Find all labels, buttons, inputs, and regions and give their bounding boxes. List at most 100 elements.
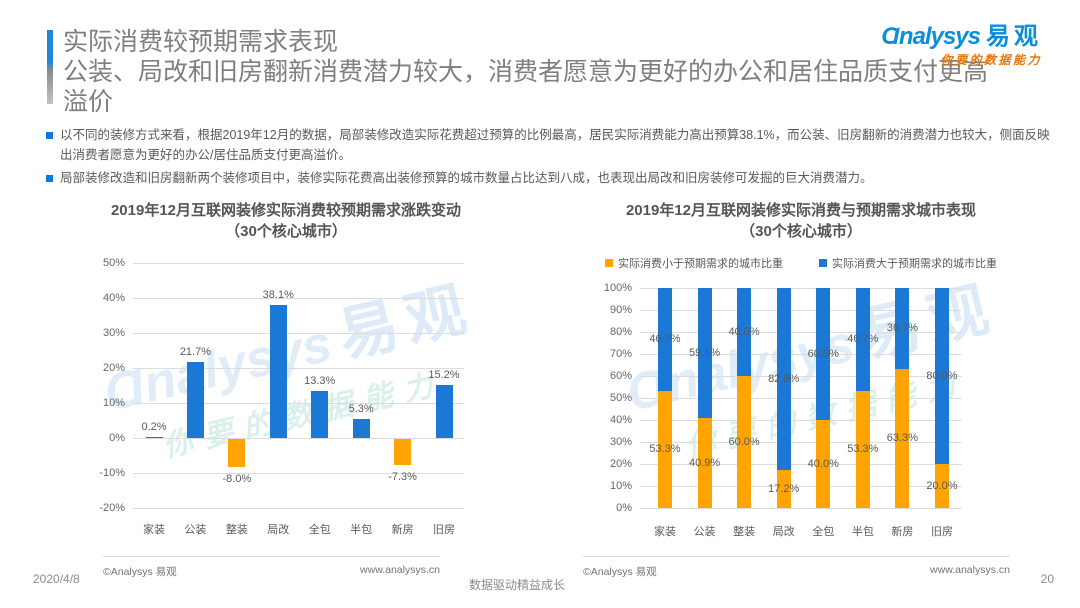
y-axis-tick: 20%: [102, 362, 125, 374]
bullet-square-icon: [46, 132, 53, 139]
gridline: [640, 376, 962, 377]
gridline: [640, 486, 962, 487]
bar-整装: [228, 439, 246, 467]
gridline: [640, 310, 962, 311]
y-axis-tick: 0%: [109, 432, 125, 444]
legend: 实际消费小于预期需求的城市比重 实际消费大于预期需求的城市比重: [585, 255, 1017, 271]
x-axis-label: 公装: [184, 524, 207, 536]
website-link[interactable]: www.analysys.cn: [360, 564, 440, 576]
x-axis-label: 局改: [772, 526, 795, 538]
data-label: 59.1%: [688, 347, 721, 359]
data-label: 38.1%: [262, 288, 294, 301]
left-chart-subtitle-text: （30个核心城市）: [225, 223, 347, 240]
y-axis-tick: 40%: [102, 292, 125, 304]
bar-新房: [394, 439, 412, 465]
analysys-logo: Ɑnalysys 易观 你要的数据能力: [881, 24, 1042, 68]
bar-segment-under-局改: [776, 470, 791, 508]
bullet-text: 以不同的装修方式来看，根据2019年12月的数据，局部装修改造实际花费超过预算的…: [60, 128, 1050, 162]
bullet-text: 局部装修改造和旧房翻新两个装修项目中，装修实际花费高出装修预算的城市数量占比达到…: [60, 171, 873, 185]
left-chart-title-text: 2019年12月互联网装修实际消费较预期需求涨跌变动: [110, 202, 462, 219]
x-axis-label: 公装: [693, 526, 716, 538]
logo-cjk-text: 易观: [986, 23, 1042, 50]
legend-item: 实际消费小于预期需求的城市比重: [605, 255, 783, 271]
title-accent-bar: [47, 30, 53, 104]
y-axis-tick: 0%: [616, 502, 632, 514]
gridline: [640, 508, 962, 509]
y-axis-tick: -10%: [99, 467, 125, 479]
data-label: 15.2%: [428, 368, 460, 381]
x-axis-label: 局改: [267, 524, 290, 536]
bar-segment-under-新房: [895, 368, 910, 508]
data-label: 80.0%: [926, 370, 958, 382]
y-axis-tick: 30%: [102, 327, 125, 339]
data-label: 40.0%: [728, 326, 760, 338]
y-axis-tick: 70%: [609, 348, 632, 360]
data-label: 20.0%: [926, 480, 958, 492]
left-chart-title: 2019年12月互联网装修实际消费较预期需求涨跌变动 （30个核心城市）: [40, 200, 532, 242]
gridline: [640, 464, 962, 465]
bar-segment-over-家装: [658, 288, 672, 391]
right-chart-subtitle-text: （30个核心城市）: [740, 223, 862, 240]
y-axis-tick: 50%: [102, 257, 125, 269]
legend-item: 实际消费大于预期需求的城市比重: [819, 255, 997, 271]
y-axis-tick: 80%: [609, 326, 632, 338]
copyright-text: ©Analysys 易观: [103, 566, 177, 578]
page-title: 实际消费较预期需求表现: [63, 28, 339, 56]
page-subtitle: 公装、局改和旧房翻新消费潜力较大，消费者愿意为更好的办公和居住品质支付更高溢价: [63, 58, 989, 116]
bar-旧房: [435, 384, 453, 438]
gridline: [640, 288, 962, 289]
bar-segment-under-半包: [855, 390, 870, 508]
x-axis-label: 家装: [654, 526, 676, 538]
gridline: [133, 508, 464, 509]
website-link[interactable]: www.analysys.cn: [930, 564, 1010, 576]
gridline: [133, 298, 464, 299]
gridline: [133, 473, 464, 474]
data-label: 36.7%: [886, 322, 918, 335]
bar-全包: [311, 391, 329, 438]
x-axis-label: 家装: [143, 524, 165, 536]
data-label: 82.8%: [768, 373, 800, 386]
data-label: 13.3%: [304, 375, 336, 388]
y-axis-tick: 60%: [609, 370, 632, 382]
y-axis-tick: 100%: [603, 282, 632, 294]
gridline: [133, 333, 464, 334]
gridline: [640, 442, 962, 443]
x-axis-label: 全包: [308, 524, 331, 536]
y-axis-tick: 10%: [609, 480, 632, 492]
data-label: 5.3%: [348, 403, 374, 416]
gridline: [640, 332, 962, 333]
gridline: [640, 354, 962, 355]
bar-segment-over-全包: [816, 288, 831, 420]
copyright-text: ©Analysys 易观: [583, 566, 657, 578]
legend-label: 实际消费大于预期需求的城市比重: [832, 258, 997, 270]
data-label: 60.0%: [807, 348, 839, 360]
gridline: [133, 368, 464, 369]
data-label: -8.0%: [222, 473, 252, 485]
bar-segment-under-全包: [816, 420, 831, 508]
gridline: [640, 398, 962, 399]
data-label: 60.0%: [728, 436, 760, 448]
x-axis-label: 整装: [733, 526, 756, 538]
gridline: [133, 263, 464, 264]
bar-segment-over-整装: [737, 288, 752, 376]
data-label: 53.3%: [847, 443, 879, 456]
y-axis-tick: 90%: [609, 304, 632, 316]
gridline: [133, 403, 464, 404]
bar-半包: [352, 419, 370, 438]
bullet-item: 局部装修改造和旧房翻新两个装修项目中，装修实际花费高出装修预算的城市数量占比达到…: [46, 169, 1054, 189]
right-chart-panel: Ɑnalysys易观 你要的数据能力 2019年12月互联网装修实际消费与预期需…: [585, 195, 1045, 555]
y-axis-tick: 20%: [609, 458, 632, 470]
bar-segment-over-局改: [776, 288, 791, 471]
gridline: [133, 438, 464, 439]
y-axis-tick: 50%: [609, 392, 632, 404]
footer-date: 2020/4/8: [33, 572, 80, 586]
left-chart-plot: 50% 40% 30% 20% 10% 0% -10% -20% 0.2% 家装 21.7% 公装 -8…: [40, 195, 545, 555]
x-axis-label: 旧房: [930, 526, 953, 538]
logo-tagline: 你要的数据能力: [940, 53, 1042, 67]
footer-slogan: 数据驱动精益成长: [468, 578, 565, 592]
bar-家装: [145, 437, 163, 438]
bar-segment-over-新房: [895, 288, 910, 369]
data-label: -7.3%: [388, 470, 417, 483]
x-axis-label: 全包: [812, 526, 835, 538]
